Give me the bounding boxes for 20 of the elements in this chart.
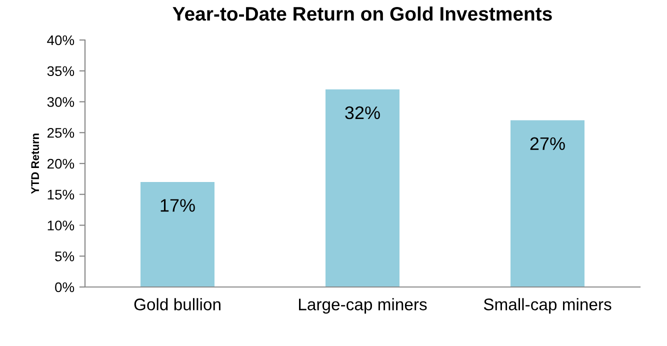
chart-title: Year-to-Date Return on Gold Investments [172,6,552,21]
data-label: 17% [160,199,195,212]
y-tick-label: 25% [47,128,74,138]
y-tick-label: 20% [47,158,74,169]
x-tick-label: Gold bullion [134,298,220,310]
y-tick-label: 30% [47,97,74,107]
y-tick-label: 10% [48,220,74,230]
y-axis-title: YTD Return [31,134,40,194]
y-tick-label: 15% [48,190,74,200]
bar [326,89,400,287]
data-label: 32% [345,106,380,120]
x-tick-label: Large-cap miners [299,298,427,314]
y-tick-label: 40% [47,35,74,46]
y-tick-label: 35% [47,66,74,76]
y-tick-label: 5% [55,252,74,262]
data-label: 27% [530,137,565,150]
y-tick-label: 0% [55,282,74,292]
x-tick-label: Small-cap miners [484,298,612,314]
bar [140,182,214,287]
bar [510,120,584,287]
